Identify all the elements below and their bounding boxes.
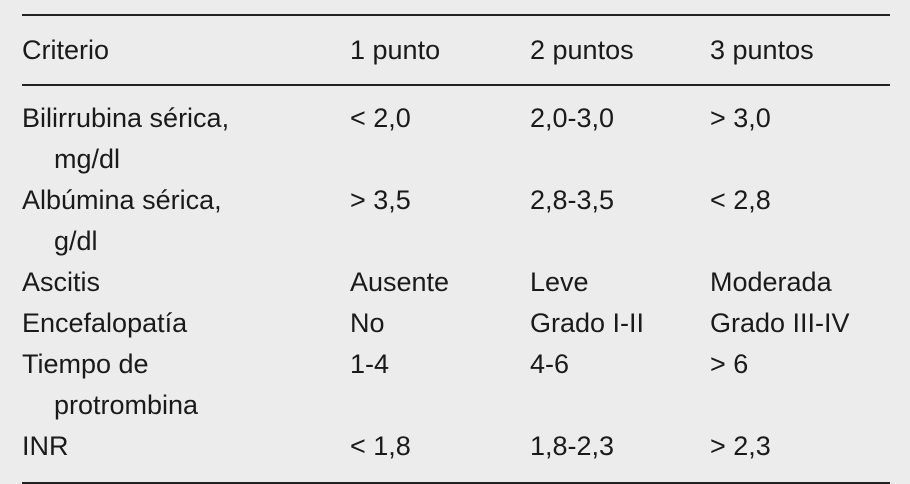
value-cell: 4-6 [530,349,570,379]
value-cell: 1,8-2,3 [530,431,615,461]
table-row: Encefalopatía No Grado I-II Grado III-IV [22,303,890,344]
value-cell: 2,0-3,0 [530,103,615,133]
table-header: Criterio 1 punto 2 puntos 3 puntos [22,15,890,85]
value-cell: Ausente [350,267,450,297]
value-cell: < 1,8 [350,431,411,461]
criterion-cell: Tiempo de protrombina [22,349,199,420]
table-row: INR < 1,8 1,8-2,3 > 2,3 [22,426,890,483]
header-cell: 1 punto [350,34,441,65]
value-cell: > 6 [710,349,749,379]
header-cell: 2 puntos [530,34,634,65]
table-row: Bilirrubina sérica, mg/dl < 2,0 2,0-3,0 > 3… [22,85,890,180]
value-cell: No [350,308,385,338]
value-cell: Grado I-II [530,308,645,338]
value-cell: > 3,0 [710,103,771,133]
criterion-cell: Albúmina sérica, g/dl [22,185,222,256]
value-cell: > 3,5 [350,185,411,215]
header-cell: 3 puntos [710,34,814,65]
table-row: Albúmina sérica, g/dl > 3,5 2,8-3,5 < 2,8 [22,180,890,262]
table-body: Bilirrubina sérica, mg/dl < 2,0 2,0-3,0 > 3… [22,85,890,483]
value-cell: Leve [530,267,589,297]
criterion-cell: Bilirrubina sérica, mg/dl [22,103,230,174]
table-row: Ascitis Ausente Leve Moderada [22,262,890,303]
value-cell: < 2,0 [350,103,411,133]
value-cell: Moderada [710,267,832,297]
value-cell: < 2,8 [710,185,771,215]
criterion-cell: Encefalopatía [22,308,188,338]
value-cell: Grado III-IV [710,308,850,338]
value-cell: 2,8-3,5 [530,185,615,215]
header-row: Criterio 1 punto 2 puntos 3 puntos [22,15,890,85]
value-cell: > 2,3 [710,431,771,461]
table-row: Tiempo de protrombina 1-4 4-6 > 6 [22,344,890,426]
value-cell: 1-4 [350,349,390,379]
criteria-table: Criterio 1 punto 2 puntos 3 puntos Bilirrub… [22,14,890,484]
criterion-cell: Ascitis [22,267,101,297]
header-cell: Criterio [22,34,110,65]
criterion-cell: INR [22,431,69,461]
